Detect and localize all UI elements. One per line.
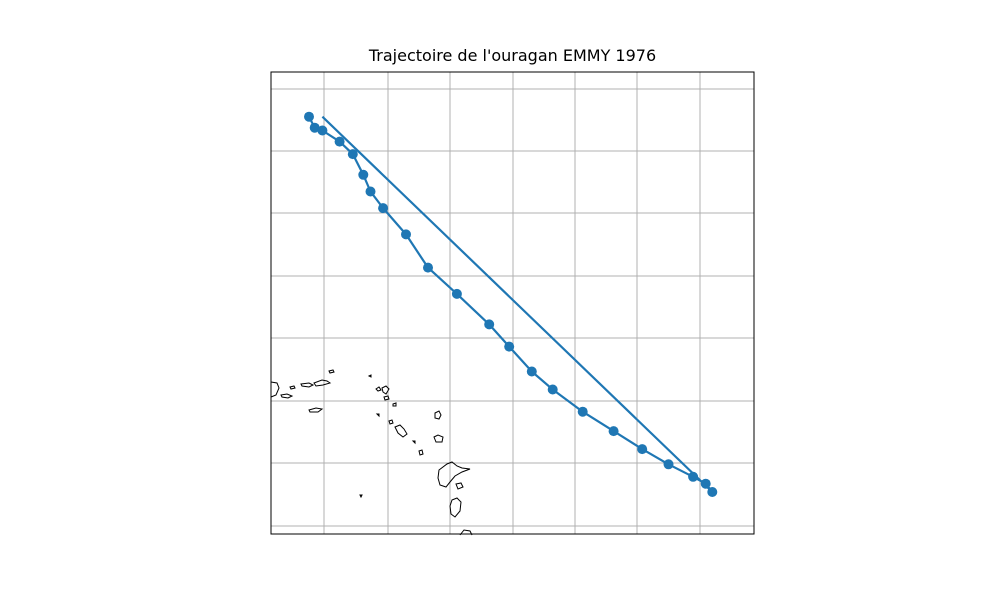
track-point xyxy=(451,288,462,299)
track-point xyxy=(304,111,314,122)
track-point xyxy=(663,459,674,470)
track-point xyxy=(365,186,376,197)
coastline-island xyxy=(308,407,324,413)
coastline-island xyxy=(359,494,363,499)
coastline-island xyxy=(289,385,296,390)
coastline-island xyxy=(300,382,315,388)
hurricane-track xyxy=(308,115,714,494)
track-point xyxy=(358,169,369,180)
coastline-island xyxy=(459,529,473,536)
coastline-island xyxy=(449,497,462,518)
coastline-island xyxy=(280,393,294,399)
coastline-island xyxy=(313,379,332,387)
track-point xyxy=(608,426,619,437)
track-point xyxy=(334,136,345,147)
track-point xyxy=(347,149,358,160)
track-point xyxy=(378,203,389,214)
coastline-island xyxy=(394,424,408,438)
track-points xyxy=(304,111,718,497)
coastline-island xyxy=(411,440,416,445)
coastline-island xyxy=(328,369,335,374)
coastline-island xyxy=(367,374,372,378)
coastline-island xyxy=(437,461,471,488)
coastline-island xyxy=(381,385,390,395)
track-point xyxy=(484,319,495,330)
track-line xyxy=(308,115,714,494)
track-point xyxy=(577,406,588,417)
track-point xyxy=(637,444,648,455)
track-point xyxy=(700,478,711,489)
coastline-island xyxy=(388,419,394,425)
track-point xyxy=(317,125,328,136)
coastline-island xyxy=(375,413,380,418)
track-point xyxy=(401,229,411,240)
track-point xyxy=(526,366,537,377)
track-point xyxy=(707,487,718,497)
track-point xyxy=(688,471,699,482)
coastline-island xyxy=(392,402,397,407)
grid-lines xyxy=(271,72,754,534)
coastline-island xyxy=(433,434,444,443)
track-point xyxy=(423,262,433,273)
track-point xyxy=(504,341,515,352)
coastline-island xyxy=(383,395,390,401)
coastline-island xyxy=(270,381,280,398)
track-point xyxy=(547,384,558,395)
coastline-island xyxy=(434,410,442,420)
coastline-island xyxy=(418,449,424,456)
coastline-island xyxy=(455,482,464,490)
coastline-island xyxy=(375,386,382,392)
track-point xyxy=(309,122,320,133)
map-title: Trajectoire de l'ouragan EMMY 1976 xyxy=(368,46,657,65)
coastlines xyxy=(270,369,473,536)
map-frame xyxy=(270,71,755,535)
